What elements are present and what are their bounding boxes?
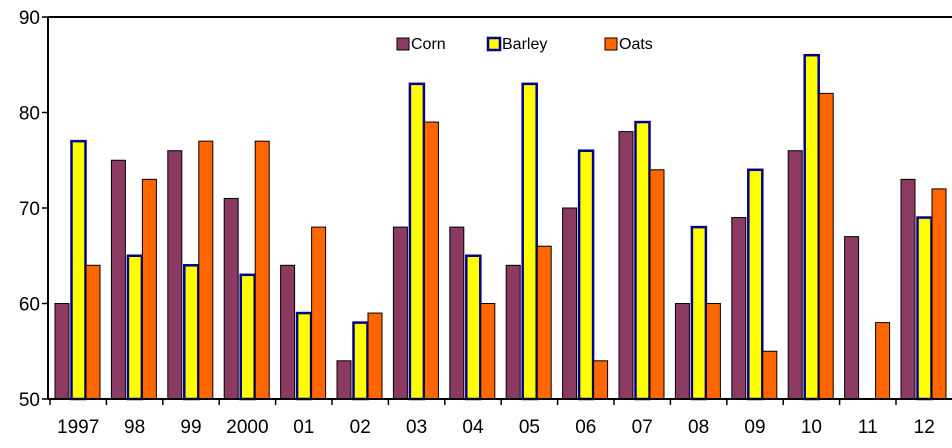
bar-oats-99 [198, 140, 214, 400]
bar-barley-98 [126, 254, 144, 401]
bar-corn-11 [844, 236, 860, 400]
x-tick-label: 06 [575, 417, 596, 438]
x-tick-label: 01 [293, 417, 314, 438]
legend-label-oats: Oats [619, 36, 653, 53]
bar-barley-10 [803, 53, 820, 401]
y-tick-label: 70 [19, 199, 40, 220]
bar-oats-98 [141, 178, 157, 400]
bar-oats-01 [311, 226, 327, 400]
x-tick-label: 99 [180, 417, 201, 438]
bar-barley-02 [352, 321, 369, 401]
bar-corn-10 [787, 150, 803, 400]
x-tick-label: 05 [519, 417, 540, 438]
bar-corn-06 [562, 207, 578, 400]
bar-barley-2000 [239, 273, 256, 401]
y-tick-label: 90 [19, 8, 40, 29]
x-tick-label: 1997 [57, 417, 99, 438]
bar-corn-01 [280, 264, 296, 400]
bar-oats-11 [875, 322, 891, 400]
bar-oats-08 [705, 303, 721, 400]
bar-oats-05 [536, 245, 552, 400]
bar-corn-09 [731, 217, 747, 400]
x-tick-label: 10 [801, 417, 822, 438]
bar-corn-04 [449, 226, 465, 400]
bar-barley-08 [690, 225, 708, 401]
legend: Corn Barley Oats [396, 36, 653, 53]
x-tick-label: 04 [462, 417, 484, 438]
bar-barley-99 [183, 264, 200, 401]
legend-swatch-barley [486, 36, 502, 52]
legend-swatch-corn [396, 37, 410, 51]
bar-corn-02 [336, 360, 352, 400]
bar-corn-03 [392, 226, 408, 400]
bar-corn-07 [618, 131, 634, 400]
bar-corn-98 [110, 159, 126, 400]
bar-oats-2000 [254, 140, 270, 400]
bar-corn-08 [674, 303, 690, 400]
bar-oats-06 [593, 360, 609, 400]
y-tick-label: 80 [19, 104, 40, 125]
x-tick-label: 03 [406, 417, 427, 438]
bar-barley-06 [577, 149, 595, 401]
bar-barley-1997 [70, 139, 87, 401]
bar-oats-04 [480, 303, 496, 400]
bar-barley-09 [747, 168, 764, 401]
legend-label-corn: Corn [411, 36, 446, 53]
x-tick-label: 2000 [226, 417, 268, 438]
x-tick-label: 11 [858, 417, 878, 438]
y-tick-label: 60 [19, 295, 40, 316]
bar-barley-03 [408, 82, 426, 401]
bar-oats-02 [367, 312, 383, 400]
bar-corn-2000 [223, 197, 239, 400]
bar-corn-1997 [54, 303, 70, 400]
bar-barley-05 [521, 82, 538, 401]
bar-oats-07 [649, 169, 665, 400]
bar-oats-1997 [85, 264, 101, 400]
bar-oats-10 [818, 92, 834, 400]
bar-barley-07 [634, 120, 651, 401]
bar-barley-12 [916, 216, 933, 401]
bar-oats-09 [762, 350, 778, 400]
bar-oats-03 [423, 121, 439, 400]
bar-corn-12 [900, 178, 916, 400]
x-tick-label: 12 [914, 417, 935, 438]
x-tick-label: 98 [124, 417, 145, 438]
x-tick-label: 07 [632, 417, 653, 438]
legend-label-barley: Barley [502, 36, 547, 53]
bar-corn-99 [167, 150, 183, 400]
x-tick-label: 08 [688, 417, 709, 438]
bar-corn-05 [505, 264, 521, 400]
bar-barley-01 [295, 311, 313, 401]
x-tick-label: 02 [350, 417, 371, 438]
legend-swatch-oats [604, 37, 618, 51]
ticks-layer: 50 60 70 80 90 1997 98 99 2000 01 02 03 04 05 06 07 08 09… [19, 8, 935, 438]
bars-layer [54, 53, 947, 401]
bar-barley-04 [465, 254, 482, 401]
bar-oats-12 [931, 188, 947, 400]
y-tick-label: 50 [19, 390, 40, 411]
x-tick-label: 09 [744, 417, 765, 438]
